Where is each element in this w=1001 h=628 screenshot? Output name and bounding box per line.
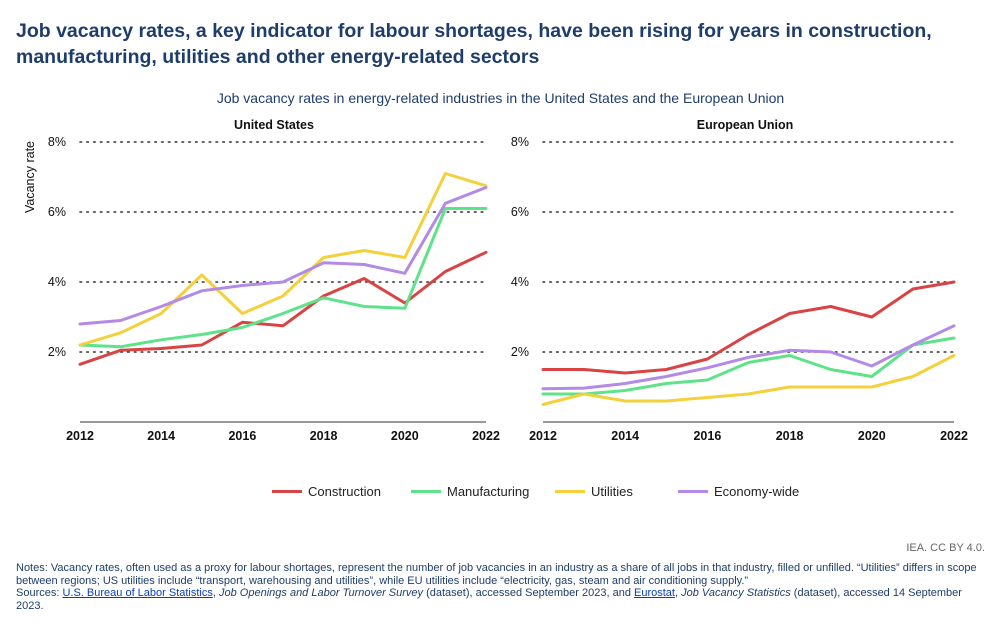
series-line-united-states-utilities	[78, 172, 488, 347]
legend-item-construction: Construction	[272, 484, 381, 499]
x-tick-label-united-states-2020: 2020	[391, 429, 419, 443]
x-tick-label-united-states-2012: 2012	[66, 429, 94, 443]
legend-swatch-economy-wide	[678, 490, 708, 493]
x-tick-label-european-union-2020: 2020	[858, 429, 886, 443]
charts-area: United States 2% 4% 6% 8% 2012 2014 2016 2018 202…	[23, 118, 968, 443]
chart-subtitle: Job vacancy rates in energy-related indu…	[216, 90, 785, 106]
jolts-suffix: (dataset), accessed September 2023, and	[423, 587, 635, 599]
series-line-united-states-construction	[78, 250, 488, 366]
x-tick-label-european-union-2016: 2016	[693, 429, 721, 443]
x-tick-label-united-states-2022: 2022	[472, 429, 500, 443]
y-tick-label-european-union-8: 8%	[511, 135, 529, 149]
jvs-suffix: (dataset), accessed 14 September 2023.	[16, 587, 962, 612]
bls-link[interactable]: U.S. Bureau of Labor Statistics	[62, 587, 213, 599]
series-line-united-states-economy-wide	[78, 186, 488, 326]
y-axis-label-united-states: Vacancy rate	[23, 141, 37, 213]
notes: Notes: Vacancy rates, often used as a pr…	[16, 562, 991, 612]
notes-text: Notes: Vacancy rates, often used as a pr…	[16, 562, 977, 587]
x-tick-label-united-states-2016: 2016	[228, 429, 256, 443]
panel-title-united-states: United States	[234, 118, 314, 132]
bls-sep: ,	[212, 587, 220, 599]
x-tick-label-european-union-2018: 2018	[776, 429, 804, 443]
eurostat-link[interactable]: Eurostat	[634, 587, 675, 599]
y-tick-label-united-states-8: 8%	[48, 135, 66, 149]
series-line-european-union-manufacturing	[541, 336, 956, 396]
series-line-european-union-utilities	[541, 354, 956, 406]
legend-label-manufacturing: Manufacturing	[447, 484, 530, 499]
y-tick-label-european-union-2: 2%	[511, 345, 529, 359]
panel-title-european-union: European Union	[697, 118, 794, 132]
series-line-european-union-construction	[541, 280, 956, 375]
chart-panel-european-union: European Union 2% 4% 6% 8% 2012 2014 2016 2018 20…	[511, 118, 968, 443]
legend-swatch-utilities	[555, 490, 585, 493]
credit: IEA. CC BY 4.0.	[906, 542, 985, 554]
x-tick-label-united-states-2018: 2018	[310, 429, 338, 443]
legend-item-economy-wide: Economy-wide	[678, 484, 799, 499]
legend: Construction Manufacturing Utilities Eco…	[0, 484, 1001, 502]
legend-swatch-construction	[272, 490, 302, 493]
series-line-united-states-manufacturing	[78, 207, 488, 349]
legend-label-utilities: Utilities	[591, 484, 633, 499]
y-tick-label-united-states-4: 4%	[48, 275, 66, 289]
y-tick-label-united-states-2: 2%	[48, 345, 66, 359]
sources-prefix: Sources:	[16, 587, 63, 599]
eurostat-sep: ,	[674, 587, 682, 599]
legend-item-utilities: Utilities	[555, 484, 633, 499]
x-tick-label-united-states-2014: 2014	[147, 429, 175, 443]
series-line-european-union-economy-wide	[541, 324, 956, 391]
legend-swatch-manufacturing	[411, 490, 441, 493]
x-tick-label-european-union-2014: 2014	[611, 429, 639, 443]
legend-label-construction: Construction	[308, 484, 381, 499]
chart-title: Job vacancy rates, a key indicator for l…	[16, 20, 932, 68]
chart-panel-united-states: United States 2% 4% 6% 8% 2012 2014 2016 2018 202…	[23, 118, 500, 443]
legend-label-economy-wide: Economy-wide	[714, 484, 800, 499]
legend-item-manufacturing: Manufacturing	[411, 484, 529, 499]
y-tick-label-united-states-6: 6%	[48, 205, 66, 219]
jolts-title: Job Openings and Labor Turnover Survey	[219, 587, 424, 599]
jvs-title: Job Vacancy Statistics	[681, 587, 791, 599]
x-tick-label-european-union-2022: 2022	[940, 429, 968, 443]
y-tick-label-european-union-6: 6%	[511, 205, 529, 219]
sources-line: Sources: U.S. Bureau of Labor Statistics…	[16, 587, 991, 612]
x-tick-label-european-union-2012: 2012	[529, 429, 557, 443]
y-tick-label-european-union-4: 4%	[511, 275, 529, 289]
